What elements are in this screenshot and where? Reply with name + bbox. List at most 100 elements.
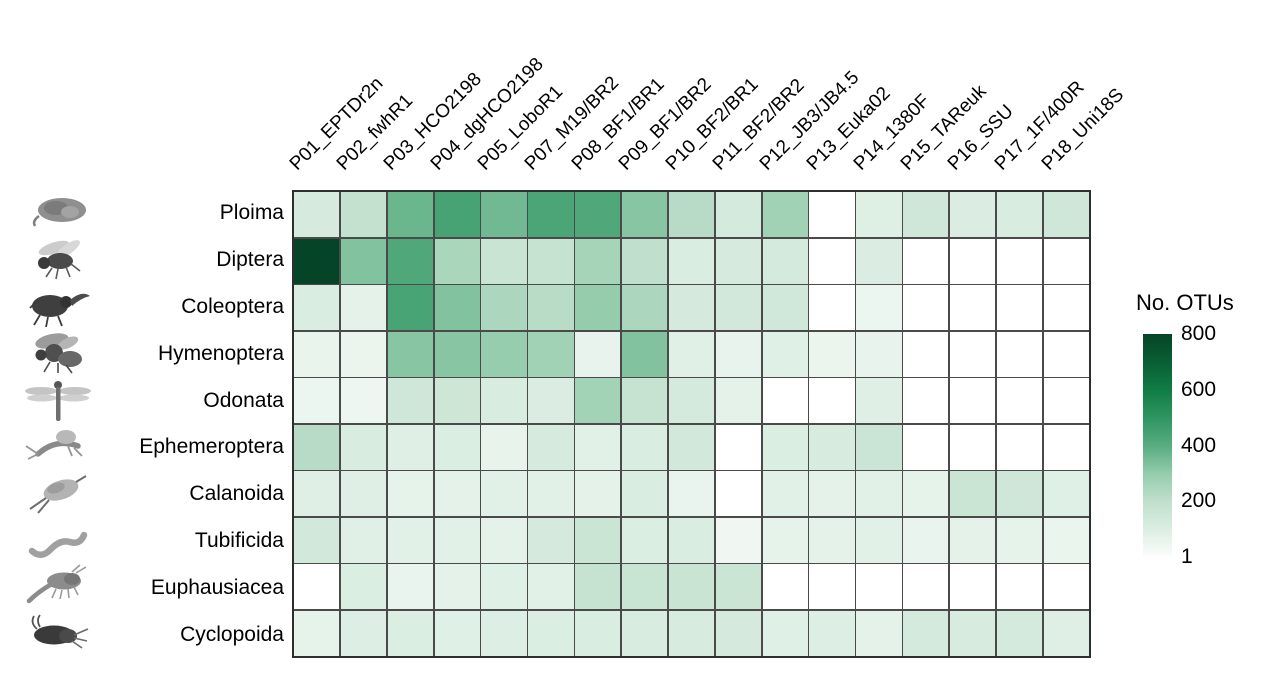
row-label: Tubificida <box>194 529 284 552</box>
heatmap-cell <box>762 378 808 424</box>
heatmap-cell <box>575 517 621 563</box>
heatmap-cell <box>528 192 574 238</box>
heatmap-cell <box>575 192 621 238</box>
heatmap-cell <box>1043 192 1089 238</box>
heatmap-grid <box>292 190 1091 658</box>
heatmap-cell <box>996 285 1043 331</box>
heatmap-cell <box>762 610 808 656</box>
heatmap-cell <box>294 285 340 331</box>
heatmap-cell <box>668 192 715 238</box>
heatmap-cell <box>856 517 902 563</box>
heatmap-cell <box>340 424 387 470</box>
heatmap-cell <box>621 564 668 610</box>
heatmap-cell <box>340 471 387 517</box>
heatmap-cell <box>903 285 949 331</box>
heatmap-cell <box>387 564 434 610</box>
heatmap-cell <box>856 192 902 238</box>
heatmap-cell <box>340 331 387 377</box>
heatmap-cell <box>434 424 480 470</box>
heatmap-cell <box>387 238 434 284</box>
heatmap-cell <box>340 610 387 656</box>
heatmap-cell <box>1043 610 1089 656</box>
heatmap-cell <box>575 238 621 284</box>
heatmap-cell <box>294 471 340 517</box>
heatmap-cell <box>575 564 621 610</box>
heatmap-cell <box>481 285 527 331</box>
heatmap-cell <box>715 517 762 563</box>
row-label: Hymenoptera <box>157 341 284 365</box>
heatmap-cell <box>340 517 387 563</box>
heatmap-cell <box>294 378 340 424</box>
row-label: Odonata <box>203 388 284 412</box>
heatmap-cell <box>762 517 808 563</box>
heatmap-cell <box>1043 331 1089 377</box>
legend-tick-label: 600 <box>1181 377 1217 401</box>
heatmap-cell <box>856 564 902 610</box>
heatmap-cell <box>387 331 434 377</box>
heatmap-cell <box>528 424 574 470</box>
row-label: Calanoida <box>189 482 284 506</box>
cyclopoid-copepod-icon <box>20 611 96 657</box>
heatmap-cell <box>621 378 668 424</box>
heatmap-cell <box>809 192 855 238</box>
heatmap-cell <box>668 378 715 424</box>
heatmap-cell <box>809 378 855 424</box>
row-label: Cyclopoida <box>180 622 284 646</box>
heatmap-cell <box>481 192 527 238</box>
heatmap-cell <box>1043 471 1089 517</box>
heatmap-cell <box>621 471 668 517</box>
heatmap-cell <box>387 471 434 517</box>
heatmap-cell <box>996 564 1043 610</box>
heatmap-cell <box>481 378 527 424</box>
calanoid-copepod-icon <box>20 471 96 517</box>
heatmap-cell <box>949 378 996 424</box>
heatmap-cell <box>528 564 574 610</box>
heatmap-cell <box>294 238 340 284</box>
row-label: Ploima <box>219 201 284 225</box>
heatmap-cell <box>903 331 949 377</box>
heatmap-cell <box>856 238 902 284</box>
heatmap-cell <box>903 517 949 563</box>
heatmap-cell <box>949 564 996 610</box>
heatmap-cell <box>668 610 715 656</box>
heatmap-cell <box>668 238 715 284</box>
heatmap-cell <box>387 517 434 563</box>
heatmap-cell <box>715 610 762 656</box>
heatmap-cell <box>809 564 855 610</box>
heatmap-cell <box>668 564 715 610</box>
heatmap-cell <box>387 424 434 470</box>
heatmap-cell <box>856 331 902 377</box>
heatmap-cell <box>903 610 949 656</box>
heatmap-cell <box>809 424 855 470</box>
heatmap-cell <box>528 285 574 331</box>
heatmap-cell <box>949 517 996 563</box>
heatmap-cell <box>903 471 949 517</box>
heatmap-cell <box>856 610 902 656</box>
heatmap-cell <box>668 424 715 470</box>
heatmap-cell <box>434 517 480 563</box>
heatmap-cell <box>481 238 527 284</box>
heatmap-cell <box>996 610 1043 656</box>
heatmap-cell <box>668 331 715 377</box>
heatmap-cell <box>996 238 1043 284</box>
fly-icon <box>20 237 96 283</box>
heatmap-cell <box>434 192 480 238</box>
heatmap-cell <box>481 517 527 563</box>
heatmap-cell <box>809 471 855 517</box>
heatmap-cell <box>294 564 340 610</box>
heatmap-cell <box>715 285 762 331</box>
heatmap-cell <box>1043 517 1089 563</box>
heatmap-cell <box>434 378 480 424</box>
heatmap-cell <box>575 471 621 517</box>
heatmap-cell <box>434 471 480 517</box>
heatmap-cell <box>668 285 715 331</box>
row-label: Euphausiacea <box>150 575 284 599</box>
heatmap-cell <box>294 192 340 238</box>
row-label: Diptera <box>216 248 284 272</box>
heatmap-cell <box>762 424 808 470</box>
heatmap-cell <box>715 192 762 238</box>
heatmap-cell <box>434 610 480 656</box>
heatmap-cell <box>996 378 1043 424</box>
legend-gradient-bar <box>1143 334 1172 557</box>
heatmap-cell <box>903 424 949 470</box>
